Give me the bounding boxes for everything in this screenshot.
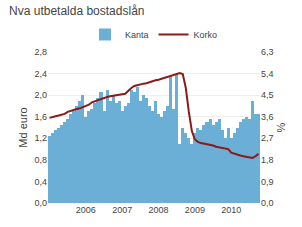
svg-text:2010: 2010 [221,205,241,215]
svg-text:2,8: 2,8 [34,47,47,57]
svg-text:1,6: 1,6 [34,112,47,122]
svg-text:Kanta: Kanta [125,30,149,40]
svg-text:3,6: 3,6 [261,112,274,122]
svg-text:Nva utbetalda bostadslån: Nva utbetalda bostadslån [9,4,144,18]
svg-text:0,9: 0,9 [261,177,274,187]
svg-text:2006: 2006 [76,205,96,215]
svg-text:2,0: 2,0 [34,90,47,100]
svg-text:2,7: 2,7 [261,133,274,143]
svg-text:Md euro: Md euro [17,107,29,147]
svg-text:6,3: 6,3 [261,47,274,57]
svg-text:2,4: 2,4 [34,69,47,79]
svg-text:2007: 2007 [112,205,132,215]
svg-text:4,5: 4,5 [261,90,274,100]
svg-text:0,0: 0,0 [261,198,274,208]
svg-text:1,2: 1,2 [34,133,47,143]
svg-text:2008: 2008 [149,205,169,215]
svg-text:1,8: 1,8 [261,155,274,165]
svg-text:0,4: 0,4 [34,177,47,187]
svg-text:2009: 2009 [185,205,205,215]
svg-text:0,0: 0,0 [34,198,47,208]
svg-text:Korko: Korko [194,30,218,40]
svg-text:5,4: 5,4 [261,69,274,79]
svg-text:0,8: 0,8 [34,155,47,165]
svg-text:%: % [275,122,287,132]
